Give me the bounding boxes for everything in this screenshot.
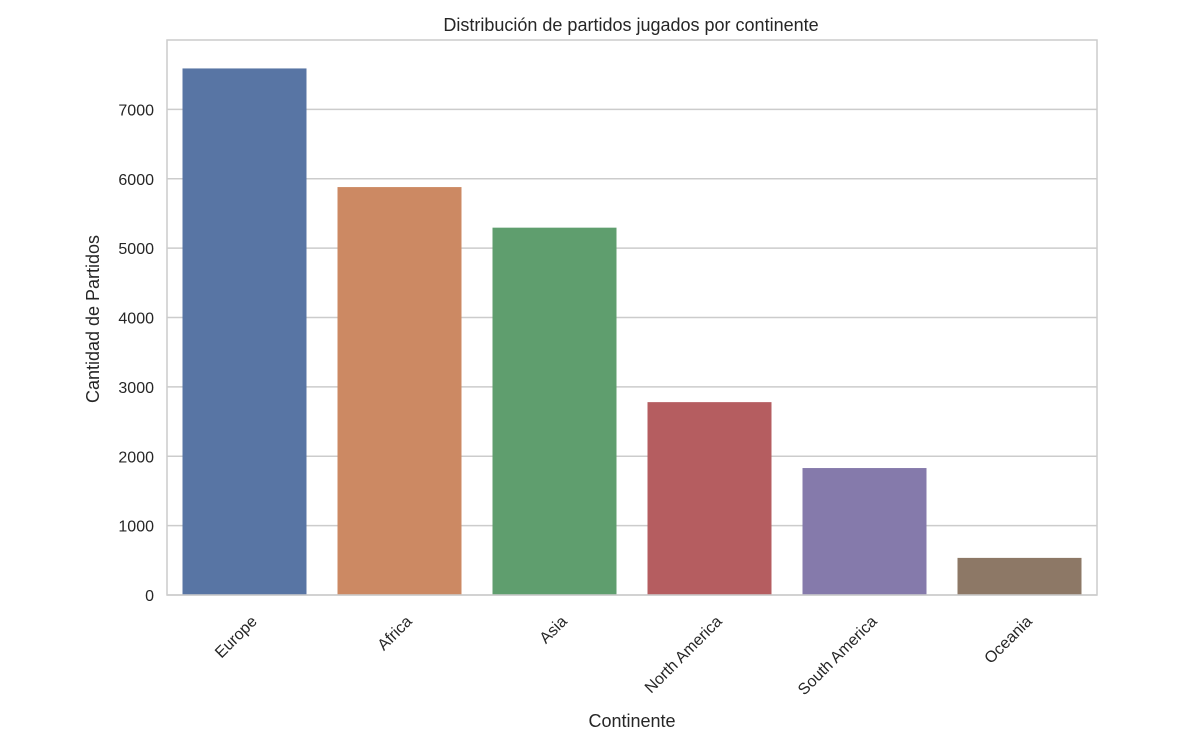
y-tick-label: 4000 bbox=[118, 311, 154, 328]
y-tick-label: 1000 bbox=[118, 519, 154, 536]
x-tick-label: South America bbox=[795, 613, 881, 699]
y-axis-label: Cantidad de Partidos bbox=[83, 235, 103, 403]
plot-frame bbox=[166, 39, 1098, 596]
y-tick-label: 0 bbox=[145, 588, 154, 605]
x-tick-labels: Europe Africa Asia North America South Ameri… bbox=[212, 613, 1036, 699]
bars bbox=[182, 68, 1082, 596]
x-axis-label: Continente bbox=[588, 711, 675, 731]
y-tick-label: 2000 bbox=[118, 449, 154, 466]
bar-north-america bbox=[647, 402, 772, 595]
bar-africa bbox=[337, 187, 462, 595]
bar-oceania bbox=[957, 557, 1082, 595]
bar-asia bbox=[492, 227, 617, 596]
y-tick-label: 6000 bbox=[118, 172, 154, 189]
x-tick-label: Africa bbox=[375, 613, 416, 654]
y-tick-label: 3000 bbox=[118, 380, 154, 397]
grid-lines bbox=[167, 108, 1097, 596]
y-tick-label: 5000 bbox=[118, 241, 154, 258]
bar-europe bbox=[182, 68, 307, 596]
y-tick-labels: 0 1000 2000 3000 4000 5000 6000 7000 bbox=[118, 102, 154, 605]
x-tick-label: Asia bbox=[537, 613, 571, 647]
bar-south-america bbox=[802, 468, 927, 595]
y-tick-label: 7000 bbox=[118, 102, 154, 119]
chart-title: Distribución de partidos jugados por con… bbox=[443, 15, 818, 35]
x-tick-label: Europe bbox=[212, 613, 261, 662]
x-tick-label: Oceania bbox=[982, 613, 1036, 667]
x-tick-label: North America bbox=[642, 613, 726, 697]
